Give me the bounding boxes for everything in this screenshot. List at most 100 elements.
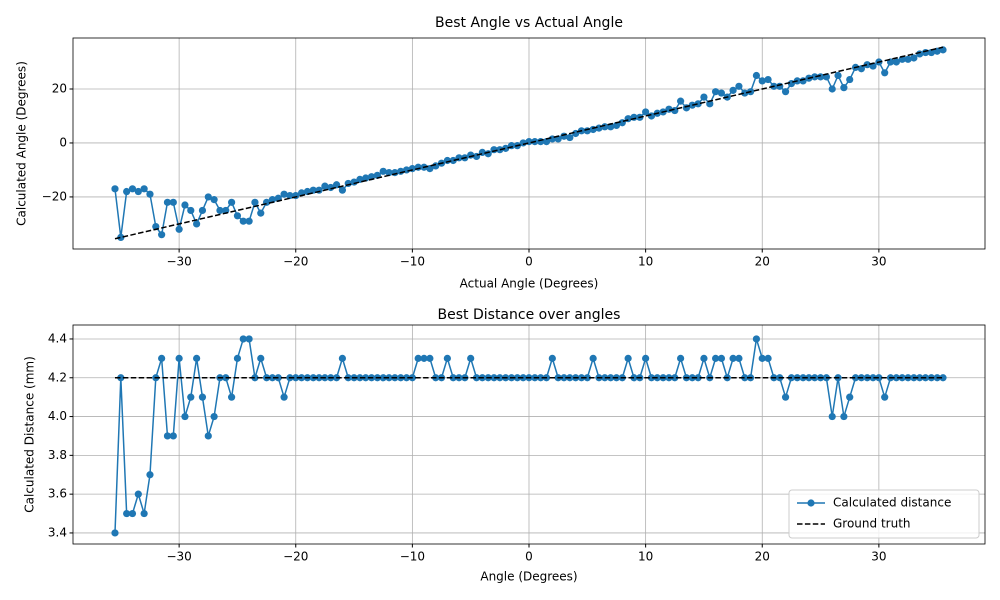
data-point: [665, 105, 673, 113]
data-point: [402, 374, 411, 382]
data-point: [642, 108, 650, 116]
data-point: [846, 75, 854, 84]
data-point: [128, 185, 137, 193]
legend-marker: [807, 499, 815, 507]
data-point: [729, 86, 737, 94]
data-point: [607, 374, 615, 382]
data-point: [175, 225, 183, 233]
data-point: [560, 374, 568, 382]
data-point: [379, 374, 387, 382]
data-point: [700, 93, 708, 101]
data-point: [863, 61, 871, 69]
data-point: [280, 393, 288, 401]
data-point: [204, 432, 212, 440]
x-tick-label: 0: [525, 550, 533, 564]
data-point: [233, 354, 242, 362]
chart-title: Best Angle vs Actual Angle: [435, 15, 623, 31]
y-tick-label: 4.0: [48, 409, 67, 423]
data-point: [123, 187, 131, 196]
legend-box: [788, 489, 980, 539]
data-point: [851, 374, 860, 382]
data-point: [472, 374, 481, 382]
data-point: [432, 162, 440, 170]
data-point: [128, 509, 137, 518]
data-point: [904, 55, 912, 63]
legend-label: Calculated distance: [833, 496, 951, 510]
data-point: [735, 82, 743, 90]
data-point: [939, 374, 947, 382]
data-point: [484, 150, 492, 158]
data-point: [711, 354, 720, 362]
data-point: [257, 354, 265, 362]
data-point: [846, 393, 854, 401]
data-point: [362, 174, 370, 182]
data-point: [315, 374, 323, 382]
data-point: [816, 73, 825, 81]
data-point: [123, 509, 131, 518]
legend: Calculated distance Ground truth: [788, 489, 980, 539]
data-point: [758, 354, 766, 362]
data-point: [117, 233, 125, 241]
data-point: [449, 156, 457, 165]
data-point: [542, 138, 551, 146]
data-point: [764, 75, 772, 84]
data-point: [414, 354, 422, 362]
data-point: [268, 374, 277, 382]
data-point: [140, 185, 148, 193]
data-point: [134, 187, 142, 196]
x-axis-label: Angle (Degrees): [480, 570, 577, 584]
x-tick-label: 10: [638, 255, 653, 269]
data-point: [927, 48, 935, 57]
y-axis-label: Calculated Angle (Degrees): [15, 61, 29, 226]
data-point: [140, 509, 148, 518]
y-tick-label: 0: [59, 135, 67, 149]
y-axis-label: Calculated Distance (mm): [23, 356, 37, 513]
data-point: [286, 191, 294, 200]
y-tick-label: 20: [52, 81, 67, 95]
data-point: [228, 393, 236, 401]
data-point: [385, 169, 393, 177]
data-point: [350, 178, 358, 186]
data-point: [327, 183, 335, 192]
data-point: [916, 374, 924, 382]
data-point: [467, 151, 475, 159]
data-point: [642, 354, 650, 362]
data-point: [624, 354, 632, 362]
data-point: [502, 144, 510, 152]
data-point: [280, 190, 288, 198]
x-tick-label: −30: [166, 255, 191, 269]
data-point: [251, 198, 259, 206]
data-point: [711, 88, 720, 96]
data-point: [881, 69, 889, 77]
x-tick-label: −10: [400, 550, 425, 564]
data-point: [717, 354, 726, 362]
x-tick-label: 0: [525, 255, 533, 269]
y-tick-label: 4.2: [48, 370, 67, 384]
data-point: [338, 354, 347, 362]
data-point: [811, 73, 819, 81]
data-point: [828, 412, 836, 421]
x-axis-label: Actual Angle (Degrees): [460, 277, 599, 291]
data-point: [781, 88, 790, 96]
data-point: [671, 106, 679, 115]
x-tick-label: −10: [400, 255, 425, 269]
data-point: [181, 412, 189, 421]
data-point: [694, 100, 702, 108]
data-point: [158, 354, 166, 362]
data-point: [175, 354, 183, 362]
axes-frame: [72, 324, 986, 545]
data-point: [881, 393, 889, 401]
data-point: [513, 374, 521, 382]
data-point: [268, 196, 277, 204]
data-point: [292, 374, 300, 382]
data-point: [566, 133, 574, 142]
x-tick-label: −20: [283, 255, 308, 269]
data-point: [752, 71, 761, 80]
data-point: [892, 374, 900, 382]
data-point: [758, 77, 766, 85]
data-point: [338, 186, 347, 194]
data-point: [729, 354, 737, 362]
data-point: [379, 167, 387, 175]
data-point: [163, 198, 172, 206]
axes-frame: [72, 37, 986, 250]
